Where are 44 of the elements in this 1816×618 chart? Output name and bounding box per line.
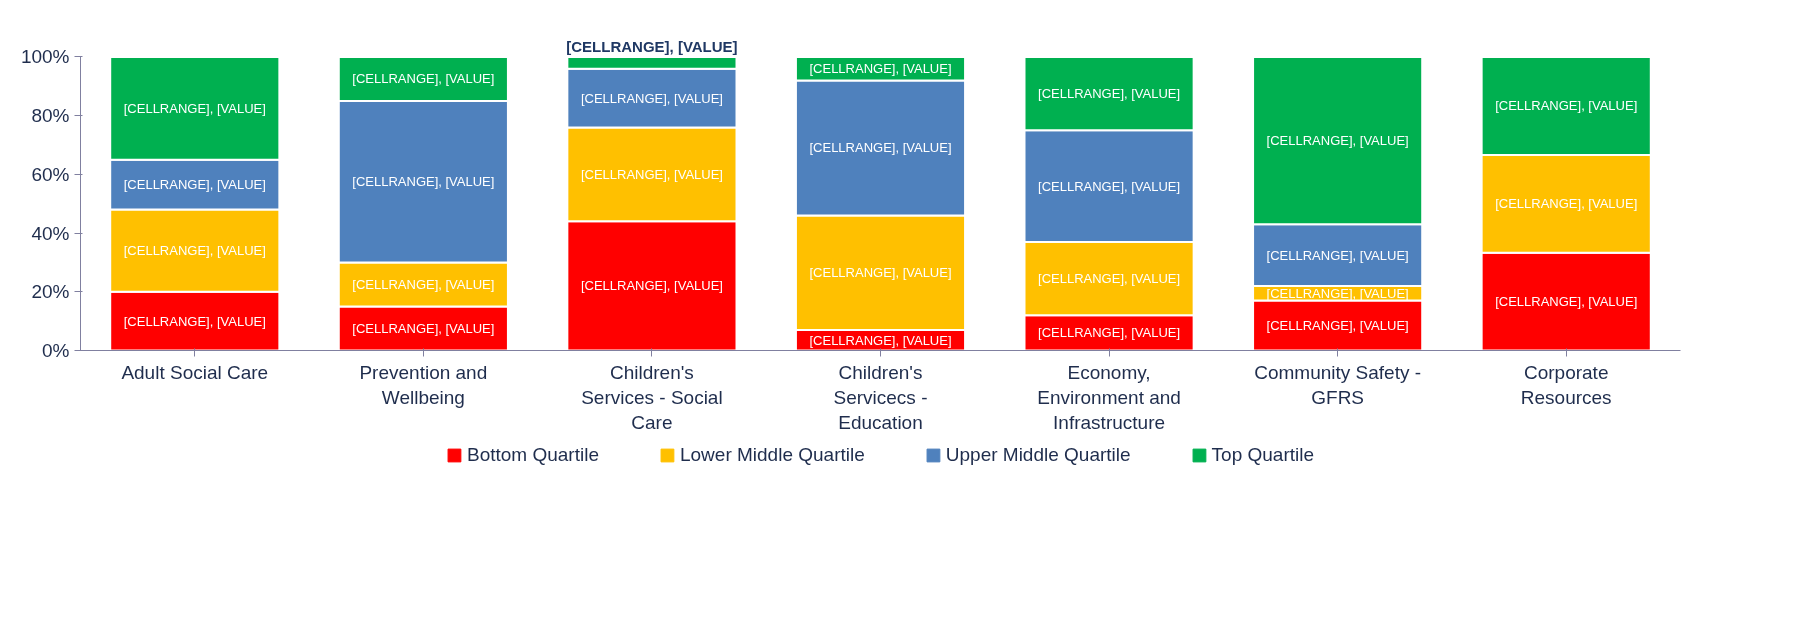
data-label: [CELLRANGE], [VALUE]: [580, 278, 723, 294]
data-label: [CELLRANGE], [VALUE]: [352, 174, 495, 190]
data-label: [CELLRANGE], [VALUE]: [809, 332, 952, 348]
x-tick-label: Children's Servicecs - Education: [833, 361, 928, 433]
data-label: [CELLRANGE], [VALUE]: [809, 140, 952, 156]
x-tick-label: Community Safety - GFRS: [1254, 361, 1422, 408]
x-tick-label: Children's Services - Social Care: [581, 361, 723, 433]
data-label: [CELLRANGE], [VALUE]: [809, 61, 952, 77]
y-tick-label: 60%: [31, 163, 70, 185]
data-label: [CELLRANGE], [VALUE]: [123, 100, 266, 116]
data-label: [CELLRANGE], [VALUE]: [1266, 285, 1409, 301]
data-label: [CELLRANGE], [VALUE]: [123, 243, 266, 259]
data-label: [CELLRANGE], [VALUE]: [1495, 294, 1638, 310]
data-label: [CELLRANGE], [VALUE]: [1266, 247, 1409, 263]
y-tick-label: 40%: [31, 222, 70, 244]
x-tick-label: Prevention and Wellbeing: [359, 361, 488, 408]
y-tick-label: 100%: [20, 46, 70, 68]
data-label: [CELLRANGE], [VALUE]: [352, 71, 495, 87]
data-label: [CELLRANGE], [VALUE]: [1495, 196, 1638, 212]
data-label: [CELLRANGE], [VALUE]: [1038, 271, 1181, 287]
y-tick-label: 20%: [31, 281, 70, 303]
data-label: [CELLRANGE], [VALUE]: [566, 37, 738, 55]
legend-label: Bottom Quartile: [466, 444, 599, 466]
legend-label: Top Quartile: [1211, 444, 1315, 466]
data-label: [CELLRANGE], [VALUE]: [1266, 318, 1409, 334]
data-label: [CELLRANGE], [VALUE]: [580, 90, 723, 106]
data-label: [CELLRANGE], [VALUE]: [580, 166, 723, 182]
y-tick-label: 0%: [42, 340, 70, 361]
data-label: [CELLRANGE], [VALUE]: [123, 177, 266, 193]
data-label: [CELLRANGE], [VALUE]: [1266, 133, 1409, 149]
x-tick-label: Corporate Resources: [1520, 361, 1612, 408]
data-label: [CELLRANGE], [VALUE]: [1038, 325, 1181, 341]
data-label: [CELLRANGE], [VALUE]: [123, 313, 266, 329]
x-tick-label: Adult Social Care: [121, 361, 269, 383]
legend-label: Upper Middle Quartile: [945, 444, 1131, 466]
data-label: [CELLRANGE], [VALUE]: [809, 265, 952, 281]
x-tick-label: Economy, Environment and Infrastructure: [1037, 361, 1181, 433]
data-label: [CELLRANGE], [VALUE]: [1495, 98, 1638, 114]
legend-label: Lower Middle Quartile: [679, 444, 865, 466]
data-label: [CELLRANGE], [VALUE]: [1038, 178, 1181, 194]
data-label: [CELLRANGE], [VALUE]: [352, 276, 495, 292]
data-label: [CELLRANGE], [VALUE]: [1038, 86, 1181, 102]
y-tick-label: 80%: [31, 105, 70, 127]
data-label: [CELLRANGE], [VALUE]: [352, 320, 495, 336]
